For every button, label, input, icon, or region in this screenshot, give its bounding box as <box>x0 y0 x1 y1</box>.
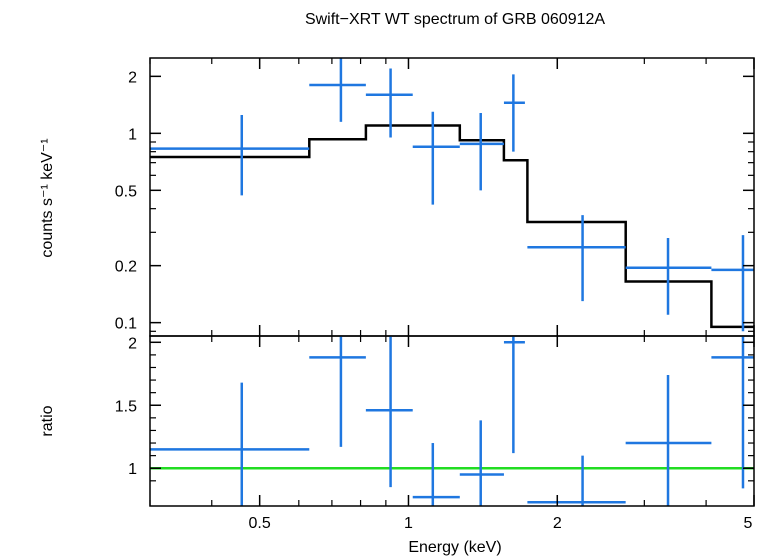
top-y-tick-label-4: 2 <box>128 69 137 86</box>
ratio-point-5 <box>459 420 504 506</box>
top-x-ticks <box>149 58 755 336</box>
top-point-6 <box>503 74 525 152</box>
top-point-1 <box>150 114 310 196</box>
top-y-tick-label-3: 1 <box>128 126 137 143</box>
x-tick-labels: 0.5 1 2 5 <box>249 515 753 532</box>
top-y-tick-label-1: 0.2 <box>115 259 137 276</box>
bottom-y-tick-label-0: 1 <box>128 461 137 478</box>
bottom-y-axis-label: ratio <box>39 405 56 436</box>
ratio-point-2 <box>309 336 366 447</box>
top-panel: 0.1 0.2 0.5 1 2 counts s⁻¹ keV⁻¹ <box>39 57 755 337</box>
x-axis-label: Energy (keV) <box>408 539 501 556</box>
top-point-4 <box>412 111 460 205</box>
ratio-point-6 <box>503 336 525 454</box>
ratio-point-1 <box>150 382 310 506</box>
ratio-point-8 <box>625 375 712 506</box>
top-point-5 <box>459 113 504 191</box>
bottom-y-tick-label-2: 2 <box>128 335 137 352</box>
bottom-y-tick-label-1: 1.5 <box>115 398 137 415</box>
top-point-9 <box>711 235 754 332</box>
bottom-panel: 11.52 ratio <box>39 335 755 507</box>
top-point-3 <box>365 68 413 138</box>
ratio-point-3 <box>365 336 413 488</box>
x-tick-label-3: 5 <box>744 515 753 532</box>
x-tick-label-2: 2 <box>553 515 562 532</box>
bottom-y-ticks: 11.52 <box>115 335 754 482</box>
x-tick-label-0: 0.5 <box>249 515 271 532</box>
ratio-point-9 <box>711 336 754 489</box>
bottom-plot-frame <box>149 335 755 507</box>
top-y-tick-label-0: 0.1 <box>115 316 137 333</box>
x-tick-label-1: 1 <box>404 515 413 532</box>
ratio-point-4 <box>412 443 460 506</box>
ratio-point-7 <box>527 455 626 506</box>
top-plot-frame <box>149 57 755 337</box>
top-point-8 <box>625 237 712 315</box>
top-point-7 <box>527 215 626 302</box>
top-data-points <box>150 58 754 332</box>
top-y-tick-label-2: 0.5 <box>115 183 137 200</box>
chart-title: Swift−XRT WT spectrum of GRB 060912A <box>305 11 605 28</box>
top-y-ticks: 0.1 0.2 0.5 1 2 <box>115 69 754 333</box>
top-y-axis-label: counts s⁻¹ keV⁻¹ <box>39 138 56 257</box>
top-point-2 <box>309 58 366 122</box>
bottom-data-points <box>150 336 754 506</box>
